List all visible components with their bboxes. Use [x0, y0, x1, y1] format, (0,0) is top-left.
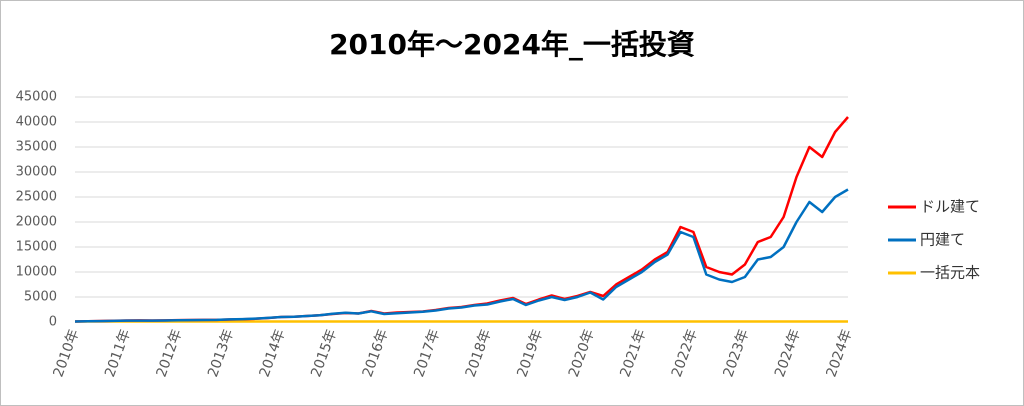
y-tick-label: 45000: [16, 90, 57, 105]
legend-label: ドル建て: [920, 198, 980, 216]
y-tick-label: 25000: [16, 190, 57, 205]
legend-label: 円建て: [920, 231, 965, 249]
y-tick-label: 15000: [16, 240, 57, 255]
legend-label: 一括元本: [920, 264, 980, 282]
y-tick-label: 30000: [16, 165, 57, 180]
y-tick-label: 0: [49, 315, 57, 330]
y-tick-label: 10000: [16, 265, 57, 280]
y-tick-label: 5000: [24, 290, 57, 305]
y-tick-label: 40000: [16, 115, 57, 130]
y-tick-label: 35000: [16, 140, 57, 155]
y-tick-label: 20000: [16, 215, 57, 230]
chart-title: 2010年～2024年_一括投資: [329, 28, 695, 61]
series-line: [74, 188, 849, 323]
